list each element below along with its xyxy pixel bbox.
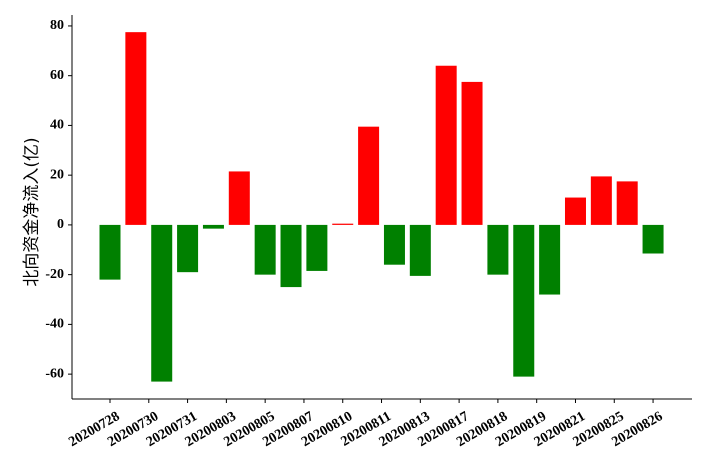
bar xyxy=(254,224,276,275)
bar xyxy=(409,224,431,276)
y-tick-label: 60 xyxy=(50,68,64,83)
bar xyxy=(202,224,224,229)
bar xyxy=(616,181,638,225)
bar xyxy=(539,224,561,295)
bar xyxy=(151,224,173,382)
bar xyxy=(590,176,612,225)
bar xyxy=(306,224,328,271)
bar xyxy=(642,224,664,254)
bar xyxy=(125,32,147,225)
y-tick-label: 20 xyxy=(50,167,64,182)
y-axis-label: 北向资金净流入(亿) xyxy=(22,137,42,286)
bar xyxy=(358,126,380,225)
bar xyxy=(383,224,405,265)
bar xyxy=(280,224,302,288)
y-tick-label: -40 xyxy=(45,317,64,332)
bar xyxy=(228,171,250,225)
y-tick-label: 40 xyxy=(50,118,64,133)
bar xyxy=(513,224,535,377)
y-tick-label: 0 xyxy=(57,217,64,232)
bar xyxy=(177,224,199,273)
y-tick-label: -20 xyxy=(45,267,64,282)
y-tick-label: -60 xyxy=(45,366,64,381)
bar xyxy=(487,224,509,275)
bar xyxy=(435,65,457,225)
bar xyxy=(332,223,354,225)
bar xyxy=(461,81,483,225)
bar xyxy=(564,197,586,225)
y-tick-label: 80 xyxy=(50,18,64,33)
bar xyxy=(99,224,121,280)
